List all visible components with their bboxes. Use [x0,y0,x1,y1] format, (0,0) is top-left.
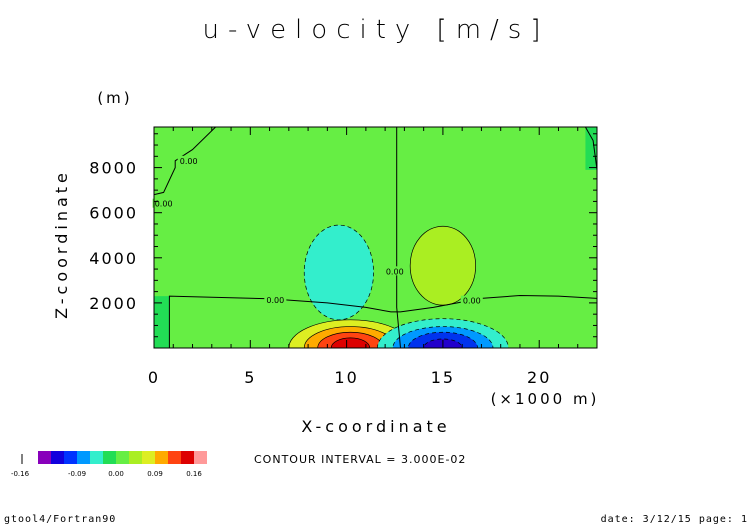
legend-tick-label-0: -0.09 [68,470,86,478]
footer-source: gtool4/Fortran90 [4,514,117,525]
x-axis-ticks: 0 5 10 15 20 [148,127,598,387]
contour-label-bg-3 [383,266,406,276]
contour-labels: 0.00 0.00 0.00 0.00 0.00 [152,155,483,306]
legend-tick-label-2: 0.09 [147,470,163,478]
region-1 [585,127,597,170]
y-unit-label: (m) [97,89,132,107]
contour-label-bg-0 [177,155,200,165]
region-3 [303,224,374,321]
legend-swatch-9 [155,451,168,464]
x-tick-label-5: 5 [244,368,256,387]
x-tick-label-10: 10 [334,368,358,387]
x-tick-label-20: 20 [527,368,551,387]
x-unit-label: (×1000 m) [491,390,600,408]
legend-tick-label-3: 0.16 [186,470,202,478]
y-axis-ticks: 2000 4000 6000 8000 [89,133,597,338]
plot-frame [153,126,598,349]
y-axis-label: Z-coordinate [52,169,71,319]
y-tick-label-8000: 8000 [89,159,138,178]
zero-contour-2 [154,127,216,196]
contour-interval-text: CONTOUR INTERVAL = 3.000E-02 [254,453,466,466]
x-tick-label-0: 0 [148,368,160,387]
contour-label-1: 0.00 [155,200,173,209]
region-8 [330,337,371,348]
chart-title: u-velocity [m/s] [203,15,550,45]
zero-contour-0 [396,127,401,348]
legend-swatch-10 [168,451,181,464]
y-tick-label-4000: 4000 [89,249,138,268]
legend-swatch-8 [142,451,155,464]
legend-swatch-4 [90,451,103,464]
y-tick-label-2000: 2000 [89,294,138,313]
region-2 [154,296,170,348]
color-legend: -0.09 0.00 0.09 0.16 [21,451,207,478]
filled-contour-regions [154,127,597,348]
legend-swatch-6 [116,451,129,464]
region-0 [154,127,597,348]
legend-swatch-3 [77,451,90,464]
legend-overflow-label: -0.16 [11,470,30,478]
legend-swatch-0 [38,451,51,464]
zero-contour-lines [154,127,597,348]
contour-label-4: 0.00 [463,297,481,306]
contour-label-0: 0.00 [180,157,198,166]
legend-swatch-1 [51,451,64,464]
legend-swatch-12 [194,451,207,464]
legend-swatch-5 [103,451,116,464]
contour-label-2: 0.00 [266,296,284,305]
contour-label-bg-1 [152,198,175,208]
contour-label-bg-4 [460,295,483,305]
footer-date: date: 3/12/15 page: 1 [600,514,748,525]
contour-label-bg-2 [264,294,287,304]
zero-contour-1 [168,294,597,348]
region-4 [409,225,477,306]
contour-label-3: 0.00 [386,267,404,276]
zero-contour-3 [584,127,597,170]
x-axis-label: X-coordinate [301,417,450,436]
legend-swatch-11 [181,451,194,464]
legend-swatch-2 [64,451,77,464]
legend-swatch-7 [129,451,142,464]
x-tick-label-15: 15 [431,368,455,387]
legend-tick-label-1: 0.00 [108,470,124,478]
y-tick-label-6000: 6000 [89,204,138,223]
